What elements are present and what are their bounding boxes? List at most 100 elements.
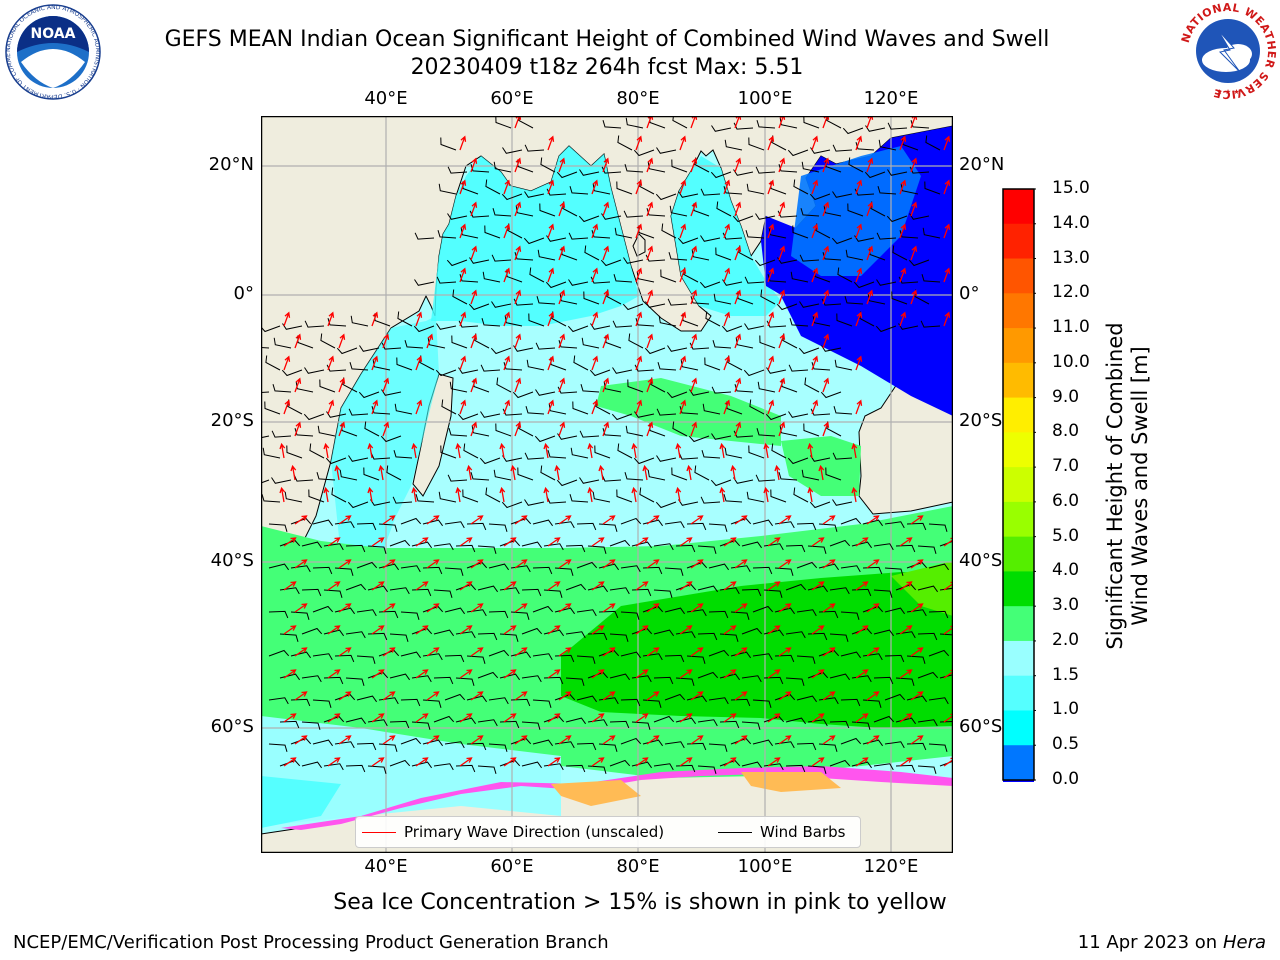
wind-barb (633, 457, 655, 465)
wave-direction-arrow (290, 464, 297, 481)
wind-barb (279, 633, 299, 642)
wind-barb (327, 318, 347, 327)
wave-direction-arrow (371, 757, 385, 767)
wind-barb (348, 455, 369, 462)
wind-barb (906, 561, 928, 569)
wave-direction-arrow (459, 355, 467, 371)
wind-barb (755, 474, 776, 482)
wind-barb (356, 695, 378, 703)
wind-barb (705, 311, 721, 327)
wave-direction-arrow (547, 581, 561, 591)
svg-text:★ ★ ★: ★ ★ ★ (1216, 88, 1239, 96)
wind-barb (796, 655, 816, 664)
wind-barb (741, 761, 763, 769)
wave-direction-arrow (774, 464, 781, 481)
wave-direction-arrow (338, 333, 346, 349)
wave-direction-arrow (338, 647, 352, 657)
wind-barb (545, 281, 567, 289)
wave-direction-arrow (514, 691, 528, 701)
wave-direction-arrow (631, 486, 638, 503)
wind-barb (756, 120, 776, 129)
wave-direction-arrow (690, 333, 698, 349)
wave-direction-arrow (503, 399, 511, 415)
wave-direction-arrow (899, 135, 907, 151)
wave-direction-arrow (602, 603, 616, 613)
wind-barb (477, 545, 497, 554)
wave-direction-arrow (943, 311, 951, 327)
colorbar-label: 1.0 (1052, 699, 1080, 720)
wind-barb (389, 759, 411, 767)
wave-direction-arrow (679, 581, 693, 591)
wind-barb (766, 320, 787, 328)
wind-barb (471, 425, 490, 437)
wind-barb (664, 654, 685, 663)
wind-barb (345, 544, 366, 553)
wind-barb (488, 743, 508, 752)
wind-barb (345, 631, 366, 639)
wind-barb (568, 279, 589, 286)
wind-barb (635, 318, 655, 327)
wave-direction-arrow (470, 157, 478, 173)
wind-barb (735, 337, 754, 349)
wave-direction-arrow (338, 735, 352, 745)
wind-barb (664, 693, 686, 701)
colorbar-label: 15.0 (1052, 178, 1090, 198)
wind-barb (612, 320, 633, 328)
wave-direction-arrow (367, 486, 374, 503)
wind-barb (436, 323, 457, 330)
wave-direction-arrow (734, 245, 742, 261)
wind-barb (524, 144, 545, 152)
wind-barb (576, 561, 598, 569)
wind-barb (680, 359, 699, 371)
wind-barb (812, 315, 831, 327)
wave-direction-arrow (635, 223, 643, 239)
wind-barb (279, 539, 301, 547)
wind-barb (801, 469, 820, 481)
wind-barb (334, 567, 354, 576)
wind-barb (853, 281, 875, 289)
wave-direction-arrow (547, 669, 561, 679)
map-gridlines (261, 116, 953, 853)
wave-direction-arrow (811, 713, 825, 723)
wind-barb (524, 452, 545, 460)
wind-barb (708, 563, 730, 571)
wave-direction-arrow (646, 201, 654, 217)
wave-direction-arrow (822, 515, 836, 525)
wind-barb (396, 357, 413, 371)
wind-barb (539, 203, 556, 217)
wave-direction-arrow (723, 537, 737, 547)
wind-barb (873, 589, 893, 598)
wind-barb (917, 671, 939, 679)
wind-barb (833, 406, 853, 415)
wind-barb (939, 540, 953, 547)
wave-direction-arrow (734, 647, 748, 657)
wave-direction-arrow (514, 289, 522, 305)
wave-direction-arrow (767, 757, 781, 767)
lon-label-bottom: 120°E (863, 856, 919, 877)
wind-barb (779, 425, 798, 437)
wind-barb (716, 201, 732, 217)
wind-barb (459, 274, 479, 283)
wind-barb (752, 605, 774, 613)
wind-barb (271, 477, 292, 484)
wind-barb (576, 609, 597, 617)
wave-direction-arrow (466, 464, 473, 481)
wind-barb (620, 651, 642, 659)
wind-barb (745, 230, 765, 239)
wind-barb (557, 386, 578, 394)
wind-barb (803, 423, 820, 437)
wind-barb (647, 161, 666, 173)
wave-direction-arrow (283, 537, 297, 547)
wind-barb (301, 588, 322, 597)
wind-barb (682, 313, 699, 327)
wave-direction-arrow (587, 442, 594, 459)
wave-direction-arrow (470, 603, 484, 613)
wave-direction-arrow (679, 355, 687, 371)
wind-barb (768, 227, 787, 239)
wind-barb (785, 764, 806, 773)
wind-barb (458, 320, 479, 328)
colorbar-cell (1003, 780, 1034, 782)
wind-barb (693, 203, 710, 217)
wind-barb (477, 671, 499, 679)
wave-direction-arrow (323, 486, 330, 503)
